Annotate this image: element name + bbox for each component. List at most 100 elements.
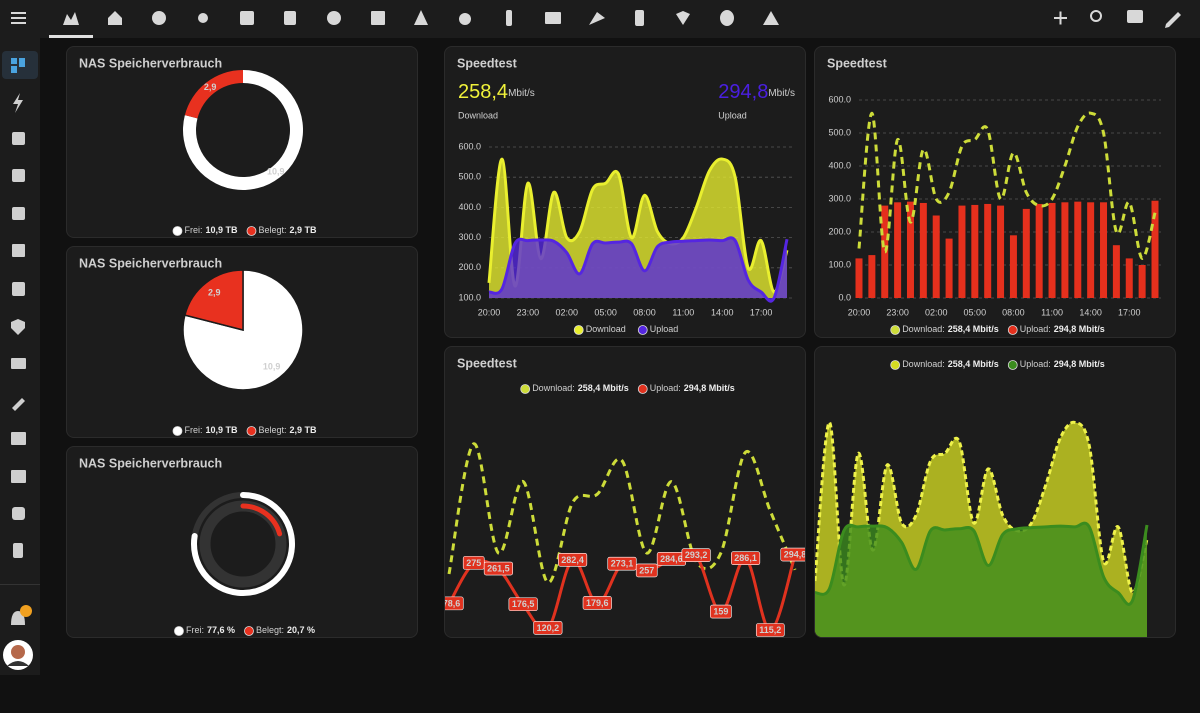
nav-icon[interactable] — [11, 66, 17, 73]
area — [815, 523, 1147, 637]
bar — [1022, 208, 1030, 298]
y-tick-label: 500.0 — [458, 172, 481, 182]
x-tick-label: 23:00 — [517, 307, 540, 317]
value-label-group: 273,1 — [607, 556, 637, 571]
nav-icon[interactable] — [13, 543, 23, 558]
nav-icon[interactable] — [12, 169, 25, 182]
legend-value: 294,8 Mbit/s — [1054, 359, 1105, 369]
legend-label: Upload — [650, 324, 679, 334]
nav-icon[interactable] — [13, 93, 23, 113]
tab-icon[interactable] — [152, 11, 166, 25]
bar — [971, 204, 979, 298]
y-tick-label: 400.0 — [458, 202, 481, 212]
legend-value: 2,9 TB — [290, 425, 318, 435]
nav-icon[interactable] — [12, 244, 25, 257]
tab-icon[interactable] — [589, 12, 605, 25]
legend: Frei: 10,9 TB Belegt: 2,9 TB — [172, 425, 318, 436]
value-label: 178,6 — [445, 598, 460, 608]
chart: NAS Speicherverbrauch 10,9 2,9 Frei: 10,9 TB… — [79, 56, 317, 236]
y-tick-label: 300.0 — [458, 232, 481, 242]
nav-icon[interactable] — [12, 282, 25, 296]
value-label: 293,2 — [685, 550, 708, 560]
x-tick-label: 23:00 — [886, 307, 909, 317]
bar — [1035, 203, 1043, 298]
x-tick-label: 11:00 — [1041, 307, 1063, 317]
tab-icon[interactable] — [284, 11, 296, 25]
value-label: 115,2 — [759, 625, 781, 635]
legend-marker — [246, 426, 257, 436]
x-tick-label: 05:00 — [964, 307, 987, 317]
legend-name: Frei: — [184, 225, 202, 235]
nav-icon[interactable] — [12, 207, 25, 220]
tab-icon[interactable] — [635, 10, 644, 26]
reading-value: 294,8 — [718, 81, 768, 103]
radial-bar — [191, 492, 295, 596]
value-label-bg — [681, 548, 711, 563]
tab-icon[interactable] — [414, 10, 428, 25]
reading-label: Upload — [718, 110, 747, 120]
tab-icon[interactable] — [198, 13, 208, 23]
line — [487, 157, 789, 294]
tab-icon[interactable] — [545, 12, 561, 24]
search-button[interactable] — [1090, 10, 1102, 22]
nav-icon[interactable] — [12, 132, 25, 145]
tab-icon[interactable] — [327, 11, 341, 25]
nav-icon[interactable] — [11, 58, 17, 64]
card-title: NAS Speicherverbrauch — [79, 456, 222, 470]
legend-value: 10,9 TB — [205, 225, 238, 235]
value-label: 294,8 — [784, 550, 806, 560]
nav-icon[interactable] — [19, 58, 25, 67]
tab-icon[interactable] — [676, 11, 690, 25]
x-tick-label: 17:00 — [1118, 307, 1141, 317]
nav-icon[interactable] — [12, 507, 25, 520]
legend-name: Frei: — [184, 425, 202, 435]
legend-value: 77,6 % — [207, 625, 235, 635]
value-label-group: 178,6 — [445, 596, 464, 611]
chart: Speedtest 100.0 200.0 300.0 400.0 500.0 600.0 2… — [457, 56, 795, 335]
value-label-bg — [582, 596, 612, 610]
tab-icon[interactable] — [720, 10, 734, 26]
tab-icon[interactable] — [371, 11, 385, 25]
add-button[interactable] — [1054, 11, 1067, 25]
value-label-bg — [755, 623, 785, 637]
value-label: 286,1 — [734, 553, 757, 563]
legend-name: Belegt: — [258, 225, 286, 235]
value-label-group: 257 — [635, 563, 658, 578]
chart: Speedtest 178,6 275 261,5 176,5 120,2 282,4 179… — [445, 356, 806, 637]
legend-marker — [890, 360, 901, 370]
card-title: Speedtest — [827, 56, 888, 70]
active-tab-indicator — [49, 35, 93, 38]
tab-icon[interactable] — [240, 11, 254, 25]
legend-name: Belegt: — [258, 425, 286, 435]
legend-label: Download: 258,4 Mbit/s — [902, 359, 999, 369]
card-title: NAS Speicherverbrauch — [79, 256, 222, 270]
legend: Download: 258,4 Mbit/s Upload: 294,8 Mbit/s — [890, 324, 1105, 335]
value-label-bg — [780, 547, 805, 562]
slice — [183, 269, 244, 331]
nav-icon[interactable] — [12, 398, 25, 411]
nav-icon[interactable] — [11, 358, 26, 369]
legend-label: Download — [586, 324, 626, 334]
reading-label: Download — [458, 110, 498, 120]
x-tick-label: 05:00 — [594, 307, 617, 317]
legend: Frei: 10,9 TB Belegt: 2,9 TB — [172, 225, 317, 236]
tab-icon[interactable] — [63, 12, 79, 25]
radial-bar — [240, 503, 283, 537]
tab-icon[interactable] — [506, 10, 512, 26]
nav-icon[interactable] — [11, 470, 26, 483]
card: Speedtest 178,6 275 261,5 176,5 120,2 282,4 179… — [444, 346, 806, 638]
nav-icon[interactable] — [11, 432, 26, 445]
tab-icon[interactable] — [459, 13, 471, 25]
nav-icon[interactable] — [11, 319, 25, 335]
tab-icon[interactable] — [763, 11, 779, 25]
legend-label: Frei: 10,9 TB — [184, 425, 238, 435]
value-label: 284,6 — [660, 554, 683, 564]
menu-button[interactable] — [11, 12, 26, 24]
bar — [1074, 201, 1082, 298]
value-label-bg — [483, 561, 513, 576]
y-tick-label: 500.0 — [828, 127, 851, 137]
assist-button[interactable] — [1127, 10, 1143, 23]
value-label-group: 293,2 — [681, 548, 711, 563]
edit-button[interactable] — [1165, 12, 1181, 28]
tab-icon[interactable] — [108, 11, 122, 25]
